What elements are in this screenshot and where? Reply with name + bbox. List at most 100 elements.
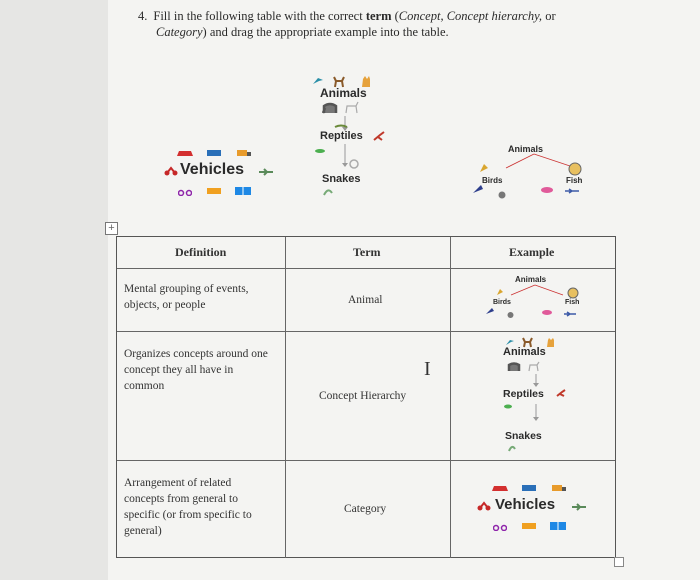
swordfish-icon (565, 188, 579, 194)
table-resize-handle[interactable] (614, 557, 624, 567)
example-cell[interactable]: Vehicles (450, 461, 616, 558)
parrot-icon (480, 164, 488, 172)
fish-label: Fish (566, 176, 583, 185)
hierarchy-arrow-icon-small-2 (533, 404, 539, 421)
coiled-snake-icon (349, 159, 359, 169)
header-term: Term (353, 245, 381, 259)
term-cell[interactable]: Category (285, 461, 451, 558)
draggable-example-concept[interactable]: Animals Birds Fish (470, 142, 590, 208)
question-line1-a: Fill in the following table with the cor… (153, 9, 366, 23)
pufferfish-icon-small (567, 287, 579, 299)
question-number: 4. (138, 9, 148, 23)
clownfish-icon-small (542, 310, 552, 315)
deer-icon-small (522, 337, 533, 348)
definition-cell: Arrangement of related concepts from gen… (117, 461, 285, 558)
snakes-label: Snakes (322, 173, 361, 185)
term-cell[interactable]: Concept Hierarchy (285, 332, 451, 461)
motorcycle-icon (164, 166, 178, 176)
example-hierarchy-animals: Animals Reptiles Snakes (503, 336, 583, 456)
elephant-icon-small (507, 362, 521, 371)
truck-icon (237, 150, 251, 156)
header-cell-definition: Definition (117, 237, 285, 268)
branch-lines-icon-small (510, 284, 564, 296)
example-category-vehicles: Vehicles (477, 483, 589, 535)
vehicles-label-2: Vehicles (495, 496, 556, 513)
branch-lines-icon (505, 153, 571, 169)
answer-table: Definition Term Example Mental grouping … (116, 236, 616, 558)
example-concept-birds-fish: Animals Birds Fish (485, 273, 585, 327)
animals-label-2: Animals (508, 144, 544, 154)
term-text: Concept Hierarchy (319, 390, 407, 402)
parrot-icon-small (497, 289, 503, 295)
small-lizard-icon (315, 149, 325, 153)
owl-icon (498, 191, 506, 199)
snake-icon-small (508, 445, 516, 452)
hierarchy-arrow-icon-2 (342, 144, 348, 167)
birds-label-small: Birds (493, 299, 511, 306)
text-cursor: I (424, 358, 431, 380)
term-text: Animal (348, 294, 383, 306)
cat-icon (362, 76, 370, 87)
definition-text: Organizes concepts around one concept th… (124, 348, 268, 392)
car-icon (177, 151, 193, 156)
truck-icon-2 (552, 485, 566, 491)
airplane-icon (259, 168, 273, 176)
clownfish-icon (541, 187, 553, 193)
question-text: 4. Fill in the following table with the c… (138, 8, 598, 40)
deer-icon (333, 76, 345, 88)
snakes-label-medium: Snakes (505, 430, 542, 442)
car-icon-2 (492, 486, 508, 491)
snake-icon (323, 189, 333, 196)
table-row: Arrangement of related concepts from gen… (117, 460, 615, 558)
question-options: Concept, Concept hierarchy, (398, 9, 543, 23)
pufferfish-icon (568, 162, 582, 176)
horse-icon-small (528, 361, 540, 372)
owl-icon-small (507, 312, 514, 318)
bus-icon (207, 150, 221, 156)
tram-icon-2 (550, 522, 566, 530)
header-cell-example: Example (450, 237, 616, 268)
tram-icon (235, 187, 251, 195)
lizard-icon (334, 124, 348, 128)
table-row: Mental grouping of events, objects, or p… (117, 268, 615, 332)
draggable-example-hierarchy[interactable]: Animals Reptiles Snakes (310, 72, 390, 202)
horse-icon (345, 101, 359, 114)
bicycle-icon-2 (493, 524, 507, 531)
draggable-example-category[interactable]: Vehicles (164, 148, 276, 200)
bird-icon (313, 78, 323, 84)
bird-icon-small (506, 340, 514, 345)
birds-label: Birds (482, 176, 503, 185)
vehicles-label: Vehicles (180, 161, 245, 178)
table-header-row: Definition Term Example (117, 237, 615, 268)
swordfish-icon-small (564, 311, 576, 317)
question-line1-c: or (542, 9, 556, 23)
bicycle-icon (178, 189, 192, 196)
small-lizard-icon-2 (504, 404, 512, 409)
example-cell[interactable]: Animals Reptiles Snakes (450, 332, 616, 461)
header-cell-term: Term (285, 237, 451, 268)
definition-cell: Mental grouping of events, objects, or p… (117, 269, 285, 332)
definition-text: Mental grouping of events, objects, or p… (124, 283, 249, 311)
example-cell[interactable]: Animals Birds Fish (450, 269, 616, 332)
table-row: Organizes concepts around one concept th… (117, 331, 615, 461)
school-bus-icon-2 (522, 523, 536, 529)
animals-label-medium: Animals (503, 346, 546, 358)
reptiles-label-medium: Reptiles (503, 388, 544, 400)
table-move-handle[interactable]: + (105, 222, 118, 235)
elephant-icon (322, 102, 338, 114)
motorcycle-icon-2 (477, 501, 491, 511)
header-definition: Definition (175, 245, 227, 259)
scorpion-icon (373, 131, 385, 141)
header-example: Example (509, 245, 555, 259)
scorpion-icon-small (556, 389, 566, 397)
worksheet-page (108, 0, 700, 580)
fish-label-small: Fish (565, 299, 580, 306)
school-bus-icon (207, 188, 221, 194)
definition-text: Arrangement of related concepts from gen… (124, 477, 252, 537)
bus-icon-2 (522, 485, 536, 491)
definition-cell: Organizes concepts around one concept th… (117, 332, 285, 461)
term-cell[interactable]: Animal (285, 269, 451, 332)
question-option-category: Category (156, 25, 203, 39)
airplane-icon-2 (572, 503, 586, 511)
term-text: Category (344, 503, 387, 515)
